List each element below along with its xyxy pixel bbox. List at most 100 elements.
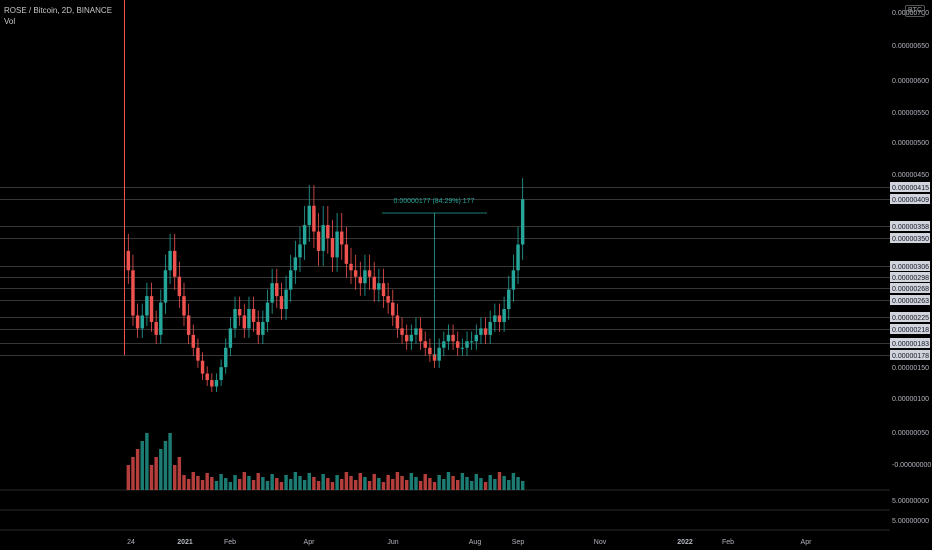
volume-bar [126,465,131,490]
volume-bar [265,481,270,490]
price-tick-label: 0.00000550 [892,110,929,117]
volume-bar [469,481,474,490]
currency-button[interactable]: BTC [905,5,925,17]
volume-bar [261,477,265,490]
volume-bar [131,457,135,490]
price-tick-label: 0.00000100 [892,396,929,403]
candle-body [428,347,432,355]
candle-body [460,347,465,349]
volume-bar [321,474,325,490]
price-tag-box [890,221,930,231]
candle-body [321,225,325,251]
volume-bar [251,480,256,490]
volume-bar [456,480,460,490]
volume-bar [386,475,390,490]
volume-bar [400,476,404,490]
candle-body [168,250,172,271]
candle-body [288,270,293,290]
volume-bar [404,480,409,490]
volume-tick-label: 5.00000000 [892,518,929,525]
volume-bar [196,476,200,490]
volume-bar [516,477,520,490]
price-tick-label: 0.00000600 [892,78,929,85]
candle-body [265,302,270,322]
volume-bar [520,481,525,490]
volume-bar [497,472,502,490]
price-tick-label: 0.00000650 [892,43,929,50]
candle-body [270,283,274,303]
volume-bar [307,473,311,490]
candle-body [469,341,474,343]
volume-bar [428,478,432,490]
volume-bar [270,474,274,490]
candle-body [400,328,404,335]
volume-bar [335,475,339,490]
volume-label: Vol [4,17,16,26]
candle-body [247,309,251,329]
candle-body [432,354,437,361]
volume-bar [363,477,367,490]
volume-bar [451,476,455,490]
volume-bar [288,479,293,490]
candle-body [465,341,469,348]
volume-bar [191,472,195,490]
price-tick-label: 0.00000500 [892,140,929,147]
candle-body [228,328,233,348]
volume-bar [205,473,209,490]
volume-bar [219,474,223,490]
price-tick-label: -0.00000000 [892,462,931,469]
volume-bar [437,475,441,490]
volume-bar [312,477,316,490]
candle-body [377,283,381,290]
volume-bar [149,465,154,490]
candle-body [186,315,191,335]
symbol-title: ROSE / Bitcoin, 2D, BINANCE [4,6,113,15]
volume-bar [168,433,172,490]
volume-bar [172,465,177,490]
candle-body [349,263,353,271]
candle-body [135,315,140,329]
candle-body [344,244,349,264]
time-tick-label: Apr [801,539,813,546]
candle-body [386,296,390,303]
volume-bar [479,478,483,490]
candle-body [224,347,228,368]
candle-body [409,334,414,342]
volume-bar [228,482,233,490]
candle-body [358,276,363,284]
volume-bar [483,482,488,490]
candle-body [381,283,386,297]
volume-bar [353,480,358,490]
volume-bar [200,480,205,490]
candle-body [340,231,344,245]
volume-bar [275,478,279,490]
candle-body [511,270,516,290]
volume-bar [418,481,423,490]
volume-bar [302,480,307,490]
candle-body [326,225,330,238]
candle-body [149,296,154,322]
candle-body [404,334,409,342]
volume-bar [502,476,506,490]
price-tag-box [890,182,930,192]
candle-body [372,276,376,290]
candle-body [316,231,321,251]
volume-bar [344,472,349,490]
volume-bar [210,477,214,490]
volume-bar [460,473,465,490]
volume-bar [186,479,191,490]
price-tag-box [890,338,930,348]
time-tick-label: Feb [722,539,734,546]
time-tick-label: Sep [512,539,525,546]
price-tag-label: 0.00000358 [892,224,929,231]
volume-bar [409,473,414,490]
candle-body [200,360,205,374]
candle-body [172,250,177,277]
volume-bar [159,449,163,490]
volume-bar [340,479,344,490]
volume-bar [140,441,144,490]
volume-bar [442,479,446,490]
candle-body [442,341,446,348]
candle-body [479,328,483,335]
